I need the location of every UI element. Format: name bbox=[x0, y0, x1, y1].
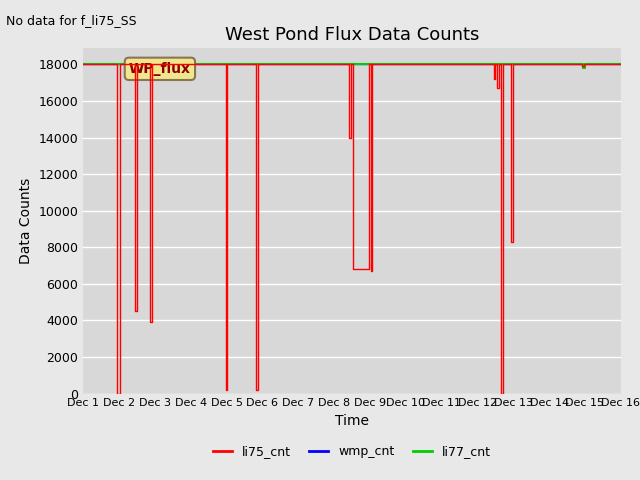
Text: No data for f_li75_SS: No data for f_li75_SS bbox=[6, 14, 137, 27]
Title: West Pond Flux Data Counts: West Pond Flux Data Counts bbox=[225, 25, 479, 44]
Y-axis label: Data Counts: Data Counts bbox=[19, 178, 33, 264]
Text: WP_flux: WP_flux bbox=[129, 62, 191, 76]
Legend: li75_cnt, wmp_cnt, li77_cnt: li75_cnt, wmp_cnt, li77_cnt bbox=[208, 440, 496, 463]
X-axis label: Time: Time bbox=[335, 414, 369, 428]
